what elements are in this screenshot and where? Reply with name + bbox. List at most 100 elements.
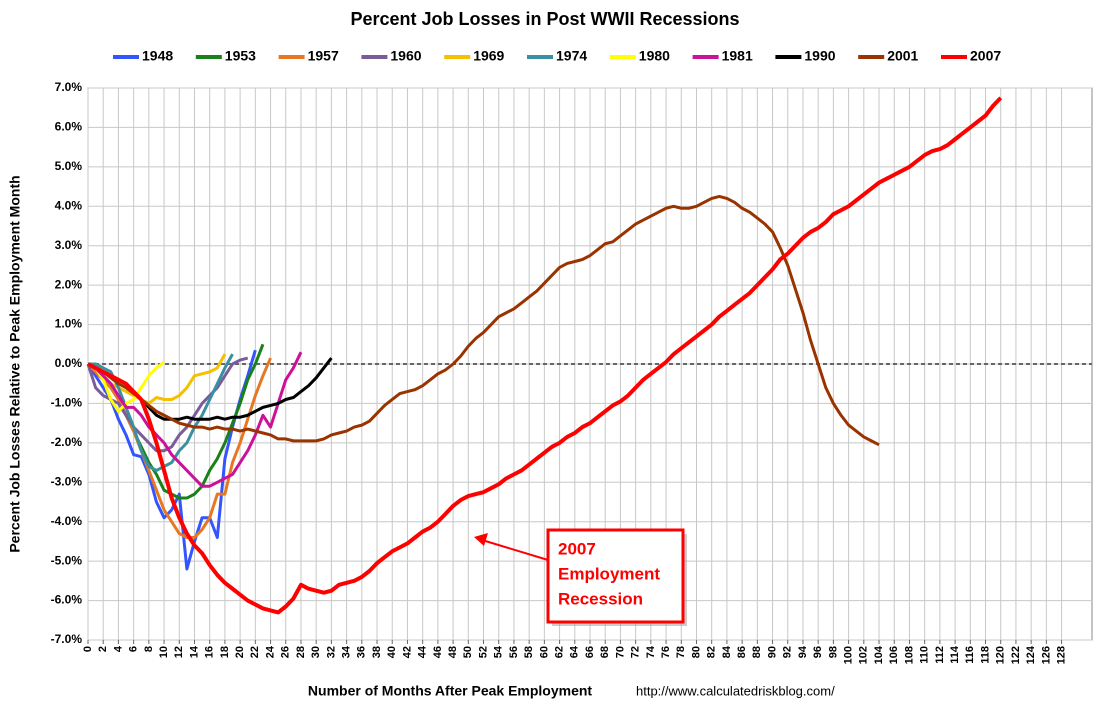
x-tick-label: 68 bbox=[599, 646, 611, 658]
legend-label: 2001 bbox=[887, 48, 918, 64]
x-tick-label: 38 bbox=[371, 646, 383, 658]
legend-label: 1981 bbox=[722, 48, 753, 64]
x-tick-label: 76 bbox=[660, 646, 672, 658]
y-tick-label: 0.0% bbox=[55, 356, 83, 370]
y-tick-label: -6.0% bbox=[51, 593, 83, 607]
y-tick-label: 5.0% bbox=[55, 159, 83, 173]
legend-label: 1957 bbox=[308, 48, 339, 64]
y-tick-label: 1.0% bbox=[55, 317, 83, 331]
series-line bbox=[87, 194, 880, 447]
x-tick-label: 94 bbox=[797, 645, 809, 658]
x-tick-label: 14 bbox=[188, 645, 200, 658]
x-tick-label: 72 bbox=[630, 646, 642, 658]
x-tick-label: 24 bbox=[264, 645, 276, 658]
series-line bbox=[87, 96, 1003, 615]
x-tick-label: 40 bbox=[386, 646, 398, 658]
y-tick-label: 7.0% bbox=[55, 80, 83, 94]
annotation-text: Recession bbox=[558, 589, 643, 608]
x-tick-label: 80 bbox=[690, 646, 702, 658]
y-tick-label: 6.0% bbox=[55, 120, 83, 134]
x-tick-label: 44 bbox=[417, 645, 429, 658]
x-tick-label: 70 bbox=[614, 646, 626, 658]
series-line bbox=[86, 357, 272, 539]
x-tick-label: 86 bbox=[736, 646, 748, 658]
legend-label: 1969 bbox=[473, 48, 504, 64]
x-tick-label: 114 bbox=[949, 645, 961, 664]
x-tick-label: 82 bbox=[706, 646, 718, 658]
x-tick-label: 4 bbox=[112, 645, 124, 652]
legend-label: 1974 bbox=[556, 48, 587, 64]
x-tick-label: 108 bbox=[903, 646, 915, 664]
legend-label: 1948 bbox=[142, 48, 173, 64]
x-tick-label: 102 bbox=[858, 646, 870, 664]
x-tick-label: 18 bbox=[219, 646, 231, 658]
arrow-head bbox=[474, 533, 488, 546]
x-tick-label: 50 bbox=[462, 646, 474, 658]
y-tick-label: -5.0% bbox=[51, 553, 83, 567]
x-tick-label: 74 bbox=[645, 645, 657, 658]
x-tick-label: 32 bbox=[325, 646, 337, 658]
annotation-box bbox=[546, 528, 685, 624]
y-tick-label: 4.0% bbox=[55, 198, 83, 212]
x-tick-label: 8 bbox=[143, 646, 155, 652]
x-tick-label: 66 bbox=[584, 646, 596, 658]
legend-label: 1990 bbox=[804, 48, 835, 64]
x-tick-label: 90 bbox=[766, 646, 778, 658]
x-tick-label: 122 bbox=[1010, 646, 1022, 664]
x-tick-label: 22 bbox=[249, 646, 261, 658]
x-tick-label: 26 bbox=[280, 646, 292, 658]
x-tick-label: 110 bbox=[919, 646, 931, 664]
y-tick-label: -1.0% bbox=[51, 396, 83, 410]
x-tick-label: 98 bbox=[827, 646, 839, 658]
series-line bbox=[87, 351, 303, 488]
x-tick-label: 84 bbox=[721, 645, 733, 658]
x-tick-label: 56 bbox=[508, 646, 520, 658]
x-tick-label: 30 bbox=[310, 646, 322, 658]
x-tick-label: 6 bbox=[128, 646, 140, 652]
annotation-arrow bbox=[481, 539, 549, 561]
x-tick-label: 126 bbox=[1040, 646, 1052, 664]
x-tick-label: 28 bbox=[295, 646, 307, 658]
x-tick-label: 78 bbox=[675, 646, 687, 658]
annotation: 2007 Employment Recession bbox=[474, 528, 687, 626]
x-tick-label: 64 bbox=[569, 645, 581, 658]
x-tick-label: 46 bbox=[432, 646, 444, 658]
x-tick-label: 120 bbox=[995, 646, 1007, 664]
legend-label: 1960 bbox=[390, 48, 421, 64]
x-tick-label: 20 bbox=[234, 646, 246, 658]
x-tick-label: 12 bbox=[173, 646, 185, 658]
x-tick-label: 52 bbox=[477, 646, 489, 658]
x-tick-label: 10 bbox=[158, 646, 170, 658]
y-tick-label: -7.0% bbox=[51, 632, 83, 646]
x-tick-label: 54 bbox=[493, 645, 505, 658]
legend-label: 2007 bbox=[970, 48, 1001, 64]
x-tick-label: 36 bbox=[356, 646, 368, 658]
plot-area: -7.0% -6.0% -5.0% -4.0% -3.0% -2.0% -1.0% 0.0% 1… bbox=[51, 80, 1093, 664]
x-tick-label: 58 bbox=[523, 646, 535, 658]
y-tick-label: 2.0% bbox=[55, 277, 83, 291]
y-tick-label: -2.0% bbox=[51, 435, 83, 449]
x-tick-label: 112 bbox=[934, 646, 946, 664]
x-tick-label: 118 bbox=[979, 646, 991, 664]
x-tick-label: 92 bbox=[782, 646, 794, 658]
x-tick-label: 124 bbox=[1025, 645, 1037, 664]
series-line bbox=[87, 360, 165, 413]
x-tick-label: 62 bbox=[553, 646, 565, 658]
y-tick-label: 3.0% bbox=[55, 238, 83, 252]
y-axis-label: Percent Job Losses Relative to Peak Empl… bbox=[7, 175, 23, 552]
y-tick-label: -4.0% bbox=[51, 514, 83, 528]
source: http://www.calculatedriskblog.com/ bbox=[636, 683, 835, 698]
x-tick-label: 128 bbox=[1055, 646, 1067, 664]
x-tick-label: 88 bbox=[751, 646, 763, 658]
series-line bbox=[86, 349, 257, 571]
chart-title: Percent Job Losses in Post WWII Recessio… bbox=[350, 9, 739, 29]
x-tick-label: 16 bbox=[204, 646, 216, 658]
x-tick-label: 100 bbox=[843, 646, 855, 664]
x-tick-label: 106 bbox=[888, 646, 900, 664]
x-axis-label: Number of Months After Peak Employment bbox=[308, 683, 593, 699]
x-tick-label: 96 bbox=[812, 646, 824, 658]
x-tick-label: 116 bbox=[964, 646, 976, 664]
x-tick-label: 42 bbox=[401, 646, 413, 658]
x-tick-label: 48 bbox=[447, 646, 459, 658]
